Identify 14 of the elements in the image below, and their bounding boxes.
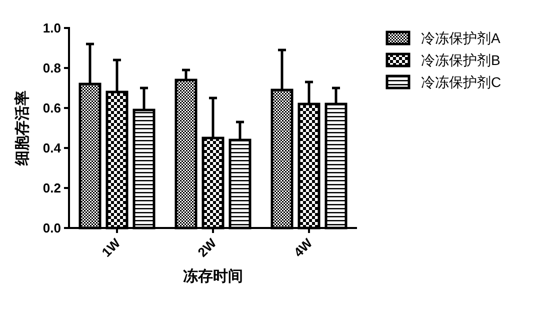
x-tick-label: 2W xyxy=(194,235,220,260)
y-tick-label: 0.6 xyxy=(42,100,61,116)
y-tick-label: 0.0 xyxy=(42,220,61,236)
legend-label: 冷冻保护剂B xyxy=(421,52,500,68)
y-axis-title: 细胞存活率 xyxy=(13,90,31,166)
x-tick-label: 4W xyxy=(290,235,316,260)
y-tick-label: 0.2 xyxy=(42,180,61,196)
y-tick-label: 0.4 xyxy=(42,140,62,156)
x-tick-label: 1W xyxy=(98,235,124,260)
y-tick-label: 1.0 xyxy=(42,20,61,36)
y-tick-label: 0.8 xyxy=(42,60,61,76)
x-axis-title: 冻存时间 xyxy=(183,268,243,285)
legend-label: 冷冻保护剂A xyxy=(421,30,501,46)
legend-label: 冷冻保护剂C xyxy=(421,74,502,90)
